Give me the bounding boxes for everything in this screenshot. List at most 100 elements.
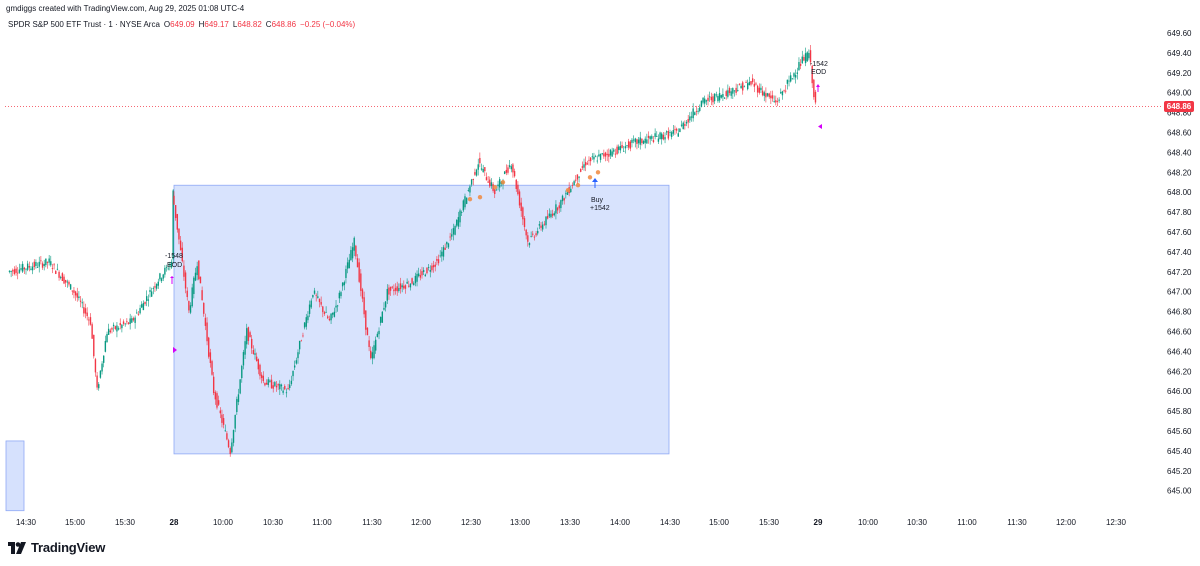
price-tick-label: 649.60: [1167, 29, 1192, 38]
candle-body: [798, 62, 800, 71]
candle-body: [699, 107, 701, 111]
candle-body: [109, 330, 112, 333]
candle-body: [13, 269, 16, 274]
candle-body: [162, 274, 164, 279]
candle-body: [154, 286, 156, 288]
candle-body: [206, 322, 208, 342]
candle-body: [99, 370, 102, 378]
candle-body: [596, 160, 598, 162]
candle-body: [323, 312, 326, 314]
candle-body: [563, 198, 565, 201]
candle-body: [756, 85, 759, 93]
candle-body: [723, 97, 726, 99]
candle-body: [313, 290, 316, 294]
candle-body: [637, 139, 640, 144]
candle-body: [543, 223, 546, 225]
candle-body: [677, 133, 679, 137]
candle-body: [98, 384, 100, 389]
time-tick-label: 14:00: [610, 518, 631, 527]
candle-body: [533, 236, 536, 238]
candle-body: [432, 265, 435, 268]
symbol-title[interactable]: SPDR S&P 500 ETF Trust · 1 · NYSE Arca: [8, 20, 160, 29]
candle-body: [470, 179, 473, 185]
candle-body: [41, 263, 44, 268]
trade-annotation-qty: -1542: [810, 61, 828, 68]
candle-body: [411, 278, 413, 284]
candle-body: [710, 96, 713, 101]
candle-body: [737, 90, 739, 91]
candle-body: [104, 340, 107, 352]
candle-body: [147, 299, 150, 301]
time-tick-label: 12:30: [1106, 518, 1127, 527]
candle-body: [38, 261, 40, 267]
tradingview-brand[interactable]: TradingView: [8, 540, 105, 555]
candle-body: [170, 261, 173, 268]
candle-body: [523, 218, 526, 228]
candle-body: [17, 272, 19, 274]
candle-body: [343, 282, 345, 286]
candle-body: [78, 296, 80, 299]
candle-body: [145, 296, 148, 301]
candle-body: [300, 340, 303, 342]
candle-body: [189, 305, 192, 313]
candle-body: [136, 312, 138, 314]
candle-body: [252, 350, 255, 354]
candle-body: [275, 385, 278, 388]
candle-body: [700, 100, 703, 107]
candle-body: [794, 74, 797, 78]
candle-body: [280, 384, 283, 387]
trade-annotation-label: Buy: [591, 197, 604, 204]
candle-body: [598, 154, 600, 157]
candle-body: [167, 268, 169, 270]
candle-body: [74, 291, 77, 296]
candle-body: [293, 365, 296, 368]
candle-body: [84, 308, 87, 314]
candle-body: [613, 149, 615, 152]
candle-body: [441, 251, 443, 257]
candle-body: [743, 86, 746, 88]
candle-body: [112, 324, 115, 327]
candle-body: [399, 283, 402, 290]
candle-body: [765, 93, 767, 98]
time-tick-label: 10:30: [907, 518, 928, 527]
candle-body: [379, 316, 382, 323]
candle-body: [406, 281, 408, 284]
candle-body: [525, 229, 527, 236]
time-tick-label: 14:30: [660, 518, 681, 527]
price-tick-label: 649.40: [1167, 49, 1192, 58]
candle-body: [631, 139, 633, 143]
candle-body: [419, 275, 422, 278]
candle-body: [345, 268, 347, 278]
candle-body: [771, 95, 774, 99]
candle-body: [591, 156, 593, 158]
candle-body: [404, 285, 407, 289]
candle-body: [462, 200, 465, 211]
candle-body: [434, 264, 436, 267]
candle-body: [216, 393, 218, 408]
candle-body: [659, 132, 661, 140]
candle-body: [431, 265, 433, 271]
candle-body: [284, 385, 286, 390]
candle-body: [176, 214, 179, 230]
candle-body: [522, 207, 524, 220]
candle-body: [264, 383, 266, 386]
last-price-tag: 648.86: [1164, 101, 1194, 113]
price-tick-label: 648.80: [1167, 109, 1192, 118]
candle-body: [515, 179, 517, 189]
candle-body: [778, 99, 780, 101]
candle-body: [290, 380, 293, 384]
candle-body: [373, 345, 375, 359]
candle-body: [540, 225, 542, 228]
candle-body: [150, 291, 153, 297]
candle-body: [366, 327, 369, 336]
candle-body: [730, 91, 732, 96]
candle-body: [573, 181, 575, 186]
candle-body: [375, 339, 377, 351]
candle-body: [94, 359, 97, 373]
candle-body: [750, 81, 752, 85]
candle-body: [806, 52, 808, 62]
candle-body: [413, 283, 415, 286]
candle-body: [111, 328, 113, 330]
candle-body: [422, 270, 425, 273]
